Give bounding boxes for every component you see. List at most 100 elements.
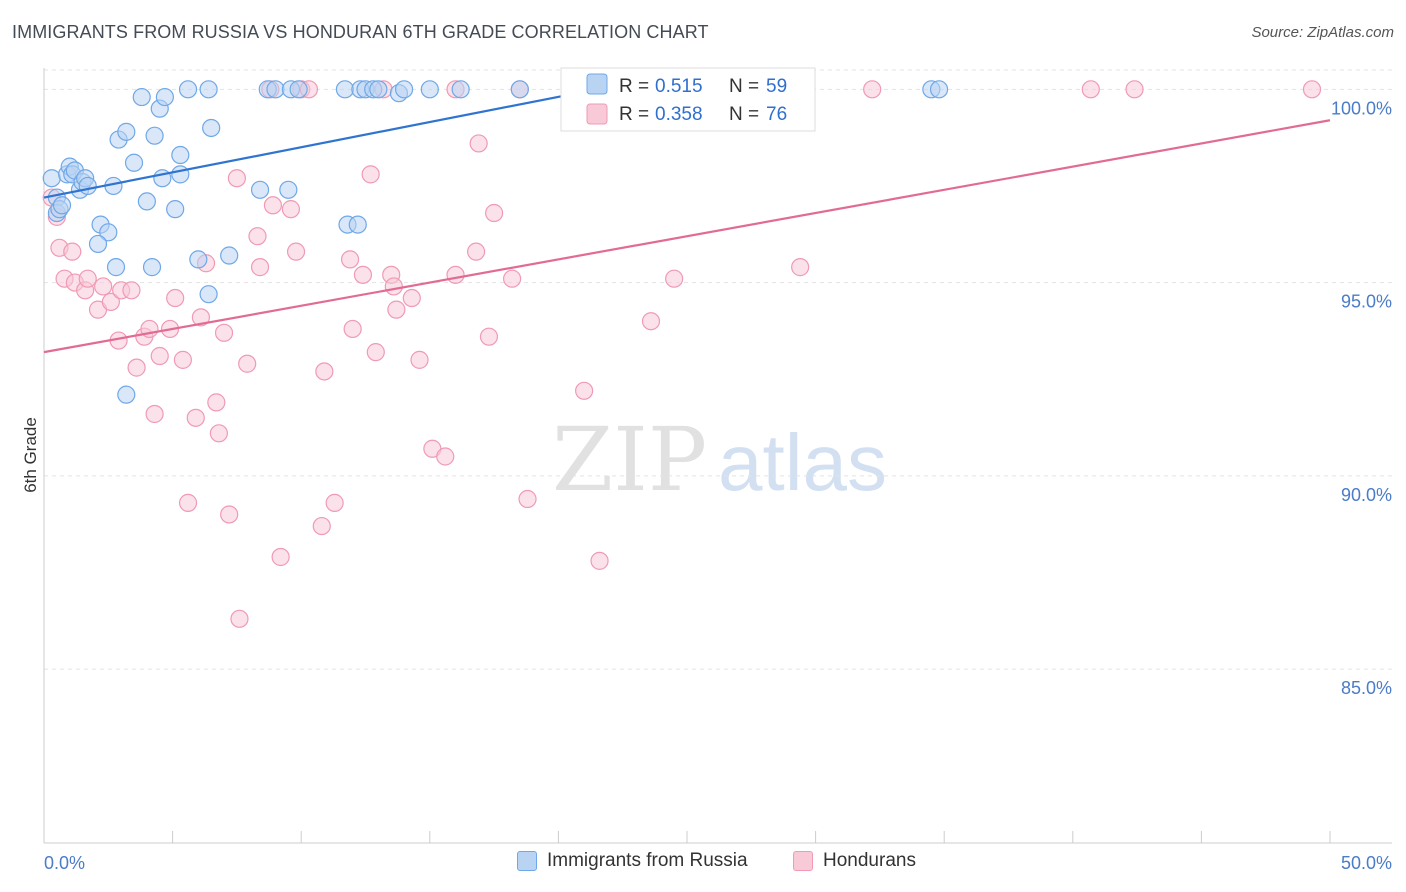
- point-hondurans: [312, 516, 331, 536]
- point-hondurans: [518, 489, 537, 509]
- point-russia: [510, 80, 529, 99]
- point-hondurans: [641, 312, 661, 331]
- point-hondurans: [263, 196, 283, 215]
- y-tick-label: 85.0%: [1341, 678, 1392, 698]
- legend-swatch-russia: [586, 73, 608, 95]
- point-hondurans: [446, 265, 465, 284]
- source-label: Source: ZipAtlas.com: [1251, 24, 1394, 41]
- point-hondurans: [173, 350, 192, 369]
- point-hondurans: [248, 227, 267, 246]
- y-tick-labels: 85.0% 90.0% 95.0% 100.0%: [1331, 98, 1392, 698]
- point-hondurans: [479, 327, 499, 346]
- point-hondurans: [220, 505, 239, 524]
- point-russia: [199, 285, 218, 304]
- point-hondurans: [250, 258, 270, 277]
- point-hondurans: [503, 269, 522, 288]
- point-russia: [220, 246, 239, 265]
- point-russia: [166, 200, 185, 219]
- point-russia: [266, 80, 285, 99]
- point-hondurans: [353, 265, 373, 284]
- stats-legend: R = 0.515 N = 59 R = 0.358 N = 76: [560, 67, 816, 132]
- point-hondurans: [343, 319, 362, 339]
- point-russia: [420, 80, 439, 99]
- legend-r-value-russia: 0.515: [655, 76, 703, 97]
- point-hondurans: [145, 404, 164, 424]
- point-russia: [52, 196, 72, 215]
- legend-r-label-hondurans: R =: [619, 104, 649, 125]
- point-hondurans: [1302, 80, 1322, 99]
- watermark-atlas: atlas: [718, 418, 887, 507]
- point-hondurans: [410, 350, 429, 369]
- point-hondurans: [1125, 80, 1144, 99]
- point-hondurans: [122, 281, 141, 300]
- point-russia: [335, 80, 355, 99]
- point-hondurans: [281, 200, 301, 219]
- point-hondurans: [214, 323, 234, 342]
- point-hondurans: [166, 288, 185, 308]
- point-russia: [117, 122, 136, 141]
- trend-line-hondurans: [43, 119, 1331, 354]
- point-russia: [178, 80, 198, 99]
- point-russia: [369, 80, 388, 99]
- y-tick-label: 95.0%: [1341, 292, 1392, 312]
- point-russia: [132, 87, 151, 107]
- point-russia: [202, 118, 221, 138]
- legend-item-hondurans[interactable]: Hondurans: [793, 850, 916, 872]
- point-russia: [124, 153, 144, 172]
- point-russia: [189, 250, 208, 269]
- point-russia: [145, 126, 164, 145]
- x-tick-label: 0.0%: [44, 853, 85, 873]
- point-russia: [250, 180, 270, 199]
- point-hondurans: [101, 292, 120, 311]
- legend-n-label-hondurans: N =: [729, 104, 759, 125]
- point-russia: [155, 87, 174, 107]
- point-hondurans: [590, 551, 609, 570]
- point-russia: [289, 80, 308, 99]
- legend-color-hondurans: [793, 851, 813, 871]
- point-russia: [88, 234, 108, 254]
- point-russia: [199, 80, 218, 99]
- y-tick-label: 90.0%: [1341, 485, 1392, 505]
- point-hondurans: [791, 258, 810, 277]
- legend-item-russia[interactable]: Immigrants from Russia: [517, 850, 748, 872]
- point-hondurans: [178, 493, 198, 512]
- legend-r-value-hondurans: 0.358: [655, 104, 703, 125]
- point-russia: [42, 169, 61, 188]
- point-russia: [451, 80, 470, 99]
- legend-swatch-hondurans: [586, 103, 608, 125]
- trend-line-russia: [43, 88, 598, 199]
- y-tick-label: 100.0%: [1331, 98, 1392, 118]
- legend-r-label-russia: R =: [619, 76, 649, 97]
- point-russia: [171, 165, 190, 184]
- point-hondurans: [1081, 80, 1100, 99]
- point-russia: [117, 385, 136, 404]
- point-hondurans: [227, 169, 246, 188]
- point-hondurans: [387, 300, 406, 319]
- legend-n-value-russia: 59: [766, 76, 787, 97]
- point-hondurans: [230, 609, 249, 628]
- point-russia: [279, 180, 298, 199]
- point-hondurans: [186, 408, 205, 427]
- point-hondurans: [575, 381, 594, 400]
- y-axis-label: 6th Grade: [21, 417, 40, 493]
- point-russia: [106, 258, 126, 277]
- point-hondurans: [361, 165, 380, 184]
- point-russia: [142, 258, 162, 277]
- point-hondurans: [191, 308, 210, 327]
- point-hondurans: [207, 393, 226, 412]
- point-hondurans: [150, 346, 169, 366]
- scatter-points: [42, 80, 1322, 628]
- point-hondurans: [63, 242, 82, 261]
- x-tick-labels: 0.0% 50.0%: [44, 853, 1392, 873]
- legend-n-label-russia: N =: [729, 76, 759, 97]
- point-hondurans: [436, 447, 455, 466]
- trend-lines: [43, 88, 1331, 354]
- point-hondurans: [485, 203, 504, 223]
- bottom-legend: Immigrants from Russia Hondurans: [0, 850, 1406, 880]
- point-hondurans: [325, 493, 344, 512]
- point-russia: [78, 176, 97, 196]
- point-hondurans: [402, 288, 421, 308]
- point-hondurans: [271, 547, 290, 567]
- point-hondurans: [384, 277, 403, 296]
